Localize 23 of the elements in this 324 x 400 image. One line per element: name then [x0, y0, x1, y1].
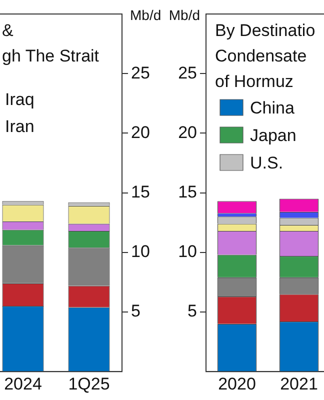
y-tick-label: 20	[131, 122, 150, 142]
x-tick-label: 2020	[218, 374, 256, 394]
annotation: Iraq	[5, 90, 34, 109]
annotation: Iran	[5, 117, 34, 136]
y-tick-label: 5	[188, 302, 197, 321]
legend-label: Japan	[250, 126, 296, 145]
y-tick-label: 5	[131, 302, 140, 321]
y-axis-title: Mb/d	[130, 7, 162, 23]
x-tick-label: 1Q25	[68, 374, 110, 394]
y-tick-label: 10	[178, 242, 197, 262]
text: By Destinatio Condensate of Hormuz	[215, 21, 316, 91]
x-tick-label: 2021	[280, 374, 318, 394]
legend-label: U.S.	[250, 154, 284, 172]
y-tick-label: 25	[178, 63, 197, 82]
x-tick-label: 2024	[4, 374, 42, 394]
y-tick-label: 15	[131, 182, 150, 202]
y-tick-label: 10	[131, 242, 150, 262]
text: & gh The Strait	[2, 21, 100, 66]
y-tick-label: 25	[131, 63, 150, 82]
y-tick-label: 15	[178, 182, 197, 202]
y-tick-label: 20	[178, 122, 197, 142]
y-axis-title: Mb/d	[168, 7, 200, 23]
legend-label: China	[250, 98, 295, 118]
